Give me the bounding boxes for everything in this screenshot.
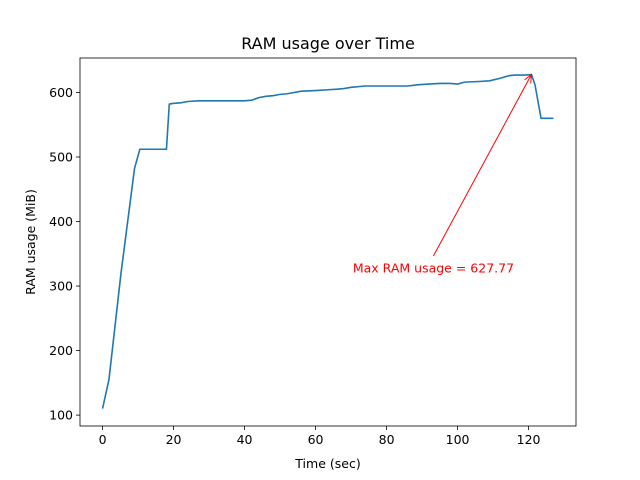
- x-tick-label: 80: [379, 432, 395, 447]
- y-tick-label: 400: [49, 214, 73, 229]
- x-tick-label: 0: [99, 432, 107, 447]
- annotation-arrow-head: [524, 73, 533, 84]
- plot-area: [79, 57, 577, 427]
- annotation-text: Max RAM usage = 627.77: [353, 260, 514, 275]
- y-tick-label: 600: [49, 85, 73, 100]
- plot-frame: [79, 57, 577, 427]
- annotations: Max RAM usage = 627.77: [353, 73, 533, 275]
- x-tick-label: 100: [446, 432, 470, 447]
- y-axis-label: RAM usage (MiB): [23, 189, 38, 295]
- series-line-ram-usage: [101, 73, 554, 409]
- annotation-arrow-line: [433, 74, 532, 257]
- x-tick-label: 60: [308, 432, 324, 447]
- y-tick-label: 300: [49, 279, 73, 294]
- y-tick-label: 500: [49, 149, 73, 164]
- x-axis-ticks: 0 20 40 60 80 100 120: [99, 426, 541, 447]
- y-tick-label: 200: [49, 343, 73, 358]
- y-tick-label: 100: [49, 408, 73, 423]
- x-tick-label: 20: [166, 432, 182, 447]
- y-axis-ticks: 100 200 300 400 500 600: [49, 85, 80, 423]
- x-axis-label: Time (sec): [294, 456, 360, 471]
- chart-title: RAM usage over Time: [241, 34, 415, 53]
- x-tick-label: 120: [517, 432, 541, 447]
- x-tick-label: 40: [237, 432, 253, 447]
